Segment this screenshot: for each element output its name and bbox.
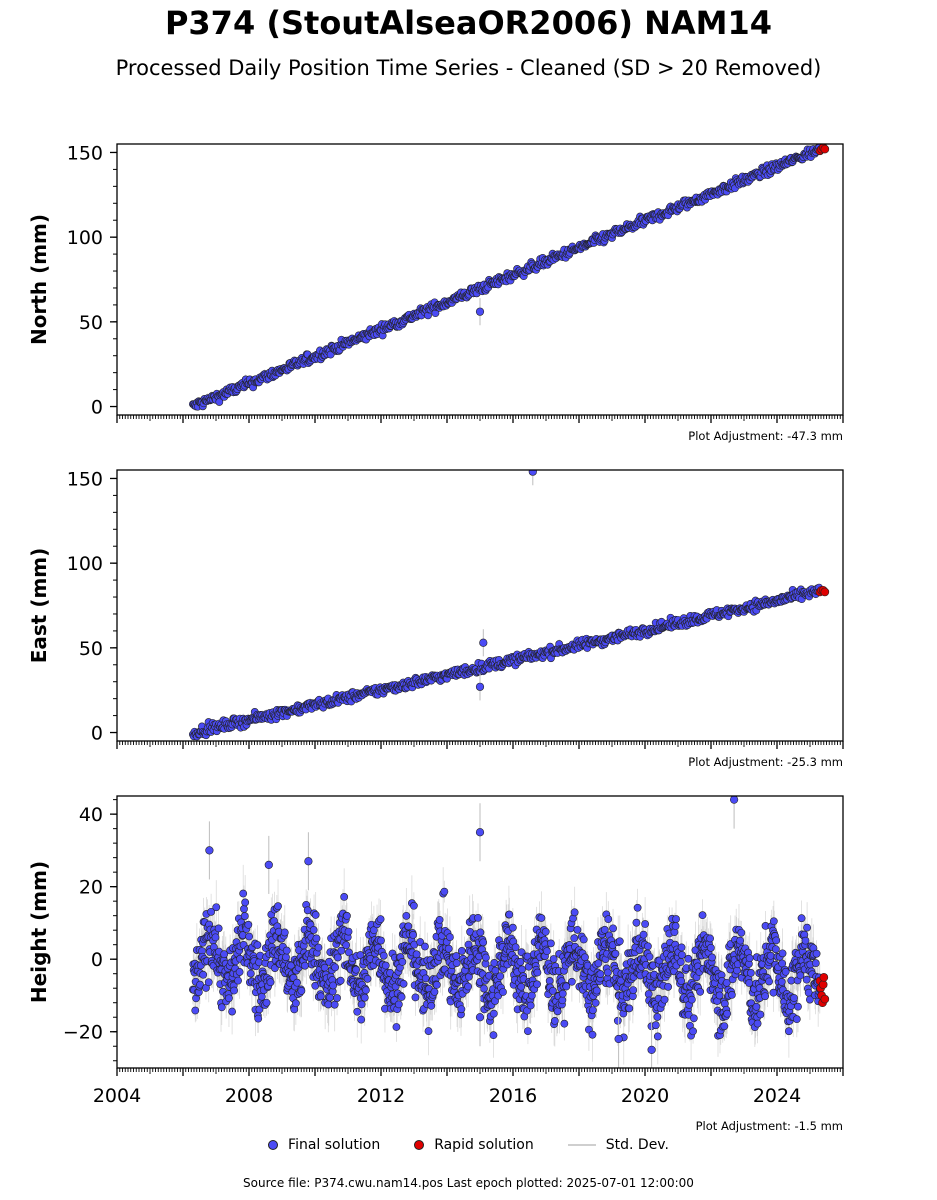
rapid-solution-point	[820, 587, 830, 597]
chart-subtitle: Processed Daily Position Time Series - C…	[115, 56, 822, 80]
y-tick-label: 50	[79, 638, 103, 660]
panel-0: 0 50 100 150 North (mm) Plot Adjustment: -47.…	[27, 142, 844, 443]
panel-1: 0 50 100 150 East (mm) Plot Adjustment: -25.3…	[27, 468, 844, 769]
y-axis-label: North (mm)	[27, 214, 51, 345]
y-tick-label: 0	[91, 397, 103, 419]
y-tick-label: 150	[67, 468, 103, 490]
chart-title: P374 (StoutAlseaOR2006) NAM14	[164, 4, 773, 42]
y-tick-label: 0	[91, 723, 103, 745]
data-layer	[188, 470, 830, 741]
final-solution-point	[475, 307, 485, 316]
y-tick-label: 150	[67, 142, 103, 164]
rapid-solution-point	[820, 144, 830, 154]
y-tick-label: 50	[79, 312, 103, 334]
final-solution-point	[475, 682, 485, 691]
plot-adjustment-label: Plot Adjustment: -25.3 mm	[688, 755, 843, 769]
y-axis-label: East (mm)	[27, 548, 51, 664]
y-tick-label: 100	[67, 227, 103, 249]
data-layer	[188, 796, 830, 1068]
y-tick-label: 100	[67, 553, 103, 575]
final-solution-point	[528, 470, 537, 476]
final-solution-point	[479, 638, 488, 647]
data-layer	[188, 144, 830, 411]
plot-adjustment-label: Plot Adjustment: -47.3 mm	[688, 429, 843, 443]
